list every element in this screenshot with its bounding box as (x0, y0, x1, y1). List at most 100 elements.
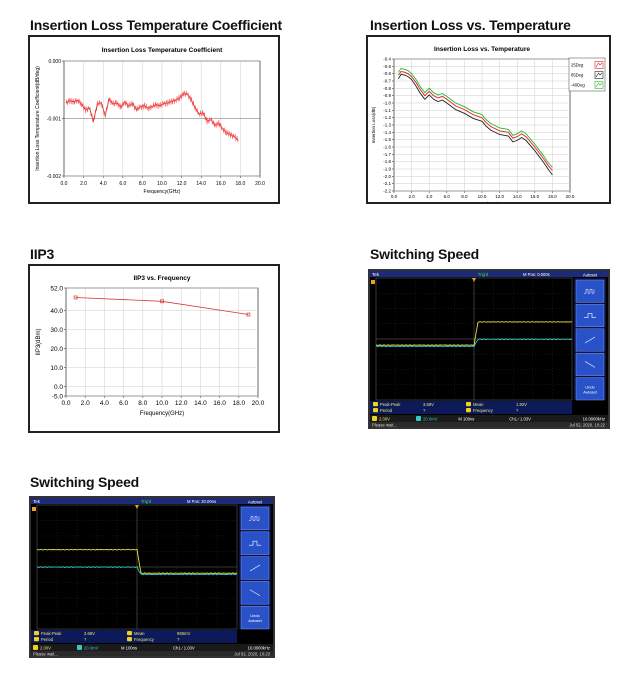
x-axis-label: Frequency(GHz) (140, 411, 184, 417)
y-tick-label: -0.001 (47, 117, 61, 123)
x-tick-label: 14.0 (196, 181, 206, 187)
measurement-label: Peak-Peak (380, 402, 401, 407)
y-tick-label: -0.8 (383, 86, 391, 91)
y-tick-label: -1.2 (383, 115, 391, 120)
scope-message-row (31, 651, 273, 657)
section-title-switching-speed-2: Switching Speed (30, 474, 140, 490)
chart-title: Insertion Loss Temperature Coefficient (102, 47, 223, 54)
series-line-1 (398, 71, 553, 171)
channel-1-marker-icon (32, 507, 36, 511)
pulse-train-icon (249, 516, 260, 521)
scope-brand: Tek (372, 272, 380, 277)
x-tick-label: 10.0 (478, 194, 487, 199)
measurement-ch-badge (373, 402, 378, 407)
legend-swatch-line (595, 72, 603, 78)
scope-screen-fall: Tek Trig'd M Pos: 20.00ns AutosetUndoAutose… (31, 498, 273, 657)
ch2-badge (416, 416, 421, 421)
measurement-value: 1.92V (516, 402, 527, 407)
x-axis-label: Frequency(GHz) (144, 189, 181, 195)
y-tick-label: -1.6 (383, 145, 391, 150)
capture-date: Jul 02, 2020, 10:22 (569, 423, 605, 428)
y-tick-label: -1.3 (383, 123, 391, 128)
x-tick-label: 12.0 (175, 400, 188, 407)
scope-m-pos: M Pos: 20.00ns (187, 499, 216, 504)
x-tick-label: 4.0 (426, 194, 433, 199)
scope-trig-status: Trig'd (141, 499, 152, 504)
x-tick-label: 18.0 (232, 400, 245, 407)
x-tick-label: 16.0 (213, 400, 226, 407)
x-tick-label: 14.0 (194, 400, 207, 407)
y-tick-label: -1.8 (383, 159, 391, 164)
x-tick-label: 10.0 (156, 400, 169, 407)
legend-swatch (594, 71, 604, 79)
measurement-ch-badge (127, 631, 132, 636)
autoset-option-button (575, 377, 605, 401)
x-tick-label: 12.0 (495, 194, 504, 199)
x-tick-label: 2.0 (81, 400, 90, 407)
scope-status-row (370, 415, 608, 422)
legend-swatch-line (595, 62, 603, 68)
status-message: Please wait... (33, 652, 58, 657)
chart-iip3: IIP3 vs. Frequency 0.0 2.0 4.0 6.0 8.0 10.0 12.… (36, 275, 265, 417)
y-tick-label: -1.5 (383, 137, 391, 142)
oscilloscope-capture-fall: Tek Trig'd M Pos: 20.00ns Autoset Undo Autose… (29, 496, 275, 658)
x-tick-label: 6.0 (119, 181, 126, 187)
x-tick-label: 10.0 (157, 181, 167, 187)
scope-status-row (31, 644, 273, 651)
measurement-ch-badge (373, 408, 378, 413)
measurement-value: ? (516, 408, 519, 413)
trigger-frequency: 10.0000kHz (248, 645, 270, 650)
ch2-scale: 20.0mV (84, 645, 99, 650)
ch1-badge (372, 416, 377, 421)
y-tick-label: -0.5 (383, 64, 391, 69)
autoset-option-button (240, 531, 270, 555)
x-tick-label: 2.0 (408, 194, 415, 199)
measurement-label: Frequency (134, 637, 155, 642)
falling-edge-icon (249, 589, 261, 597)
chart-title: IIP3 vs. Frequency (133, 275, 190, 282)
timebase: M 100ns (121, 645, 137, 650)
x-tick-label: 8.0 (138, 400, 147, 407)
scope-trace-ch2 (375, 338, 573, 348)
y-tick-label: 0.000 (48, 59, 61, 65)
scope-trig-status: Trig'd (478, 272, 489, 277)
y-tick-label: 40.0 (50, 308, 63, 315)
series-line-2 (398, 73, 553, 176)
chart-il-vs-temp: Insertion Loss vs. Temperature 0.0 2.0 4.0 6… (371, 46, 606, 206)
measurement-bar (31, 630, 237, 643)
x-tick-label: 0.0 (61, 400, 70, 407)
x-tick-label: 12.0 (177, 181, 187, 187)
autoset-title: Autoset (583, 273, 598, 278)
y-tick-label: -2.2 (383, 189, 391, 194)
undo-label: Undo (250, 613, 260, 618)
y-tick-label: -0.6 (383, 71, 391, 76)
trigger-frequency: 10.0000kHz (583, 416, 605, 421)
trigger-source: Ch1 ∕ 1.03V (173, 645, 195, 650)
y-tick-label: -0.4 (383, 57, 391, 62)
ch2-scale: 20.0mV (423, 416, 438, 421)
y-tick-label: -1.7 (383, 152, 391, 157)
x-tick-label: 8.0 (139, 181, 146, 187)
y-tick-label: -0.7 (383, 79, 391, 84)
y-tick-label: 10.0 (50, 365, 63, 372)
y-tick-label: -5.0 (52, 394, 64, 401)
measurement-ch-badge (34, 631, 39, 636)
y-tick-label: 52.0 (50, 286, 63, 293)
x-tick-label: 20.0 (566, 194, 575, 199)
autoset-option-button (240, 605, 270, 630)
measurement-label: Period (41, 637, 54, 642)
measurement-ch-badge (127, 637, 132, 642)
measurement-ch-badge (466, 408, 471, 413)
measurement-label: Peak-Peak (41, 631, 62, 636)
legend-swatch-line (595, 82, 603, 88)
scope-top-bar (31, 498, 273, 504)
data-point (73, 295, 78, 300)
legend-swatch (594, 81, 604, 89)
y-tick-label: -0.9 (383, 93, 391, 98)
series-line-1 (75, 297, 249, 315)
x-tick-label: 0.0 (61, 181, 68, 187)
undo-autoset-label: Autoset (248, 618, 262, 623)
measurement-label: Frequency (473, 408, 494, 413)
y-tick-label: 20.0 (50, 346, 63, 353)
scope-message-row (370, 422, 608, 428)
